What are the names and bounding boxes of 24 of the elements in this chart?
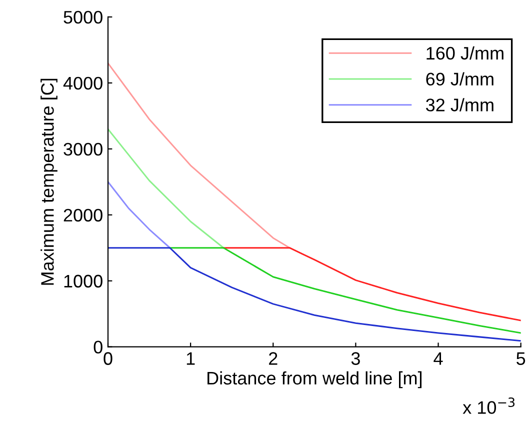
legend-label: 160 J/mm (426, 46, 504, 60)
y-tick-label: 5000 (64, 10, 102, 24)
line-series (108, 181, 171, 249)
line-series (108, 247, 521, 342)
line-series (108, 62, 290, 249)
x-tick-label: 3 (351, 352, 360, 365)
x-tick-label: 4 (434, 352, 443, 365)
y-tick-label: 4000 (63, 76, 102, 90)
y-tick-label: 3000 (64, 142, 102, 156)
y-tick-label: 2000 (64, 208, 102, 222)
y-tick-label: 1000 (64, 274, 102, 288)
line-series (169, 247, 521, 334)
y-tick-label: 0 (94, 340, 102, 354)
x-axis-title: Distance from weld line [m] (208, 371, 422, 388)
line-series (108, 128, 224, 249)
legend-label: 32 J/mm (426, 98, 494, 112)
text: x 10$^{−3}$ (462, 397, 515, 414)
legend-label: 69 J/mm (426, 72, 494, 86)
line-series (222, 247, 521, 322)
y-axis-title: Maximum temperature [C] (40, 78, 58, 285)
x-tick-label: 2 (269, 352, 278, 365)
x-tick-label: 5 (516, 352, 526, 365)
x-tick-label: 0 (104, 352, 112, 365)
x-tick-label: 1 (186, 352, 195, 365)
